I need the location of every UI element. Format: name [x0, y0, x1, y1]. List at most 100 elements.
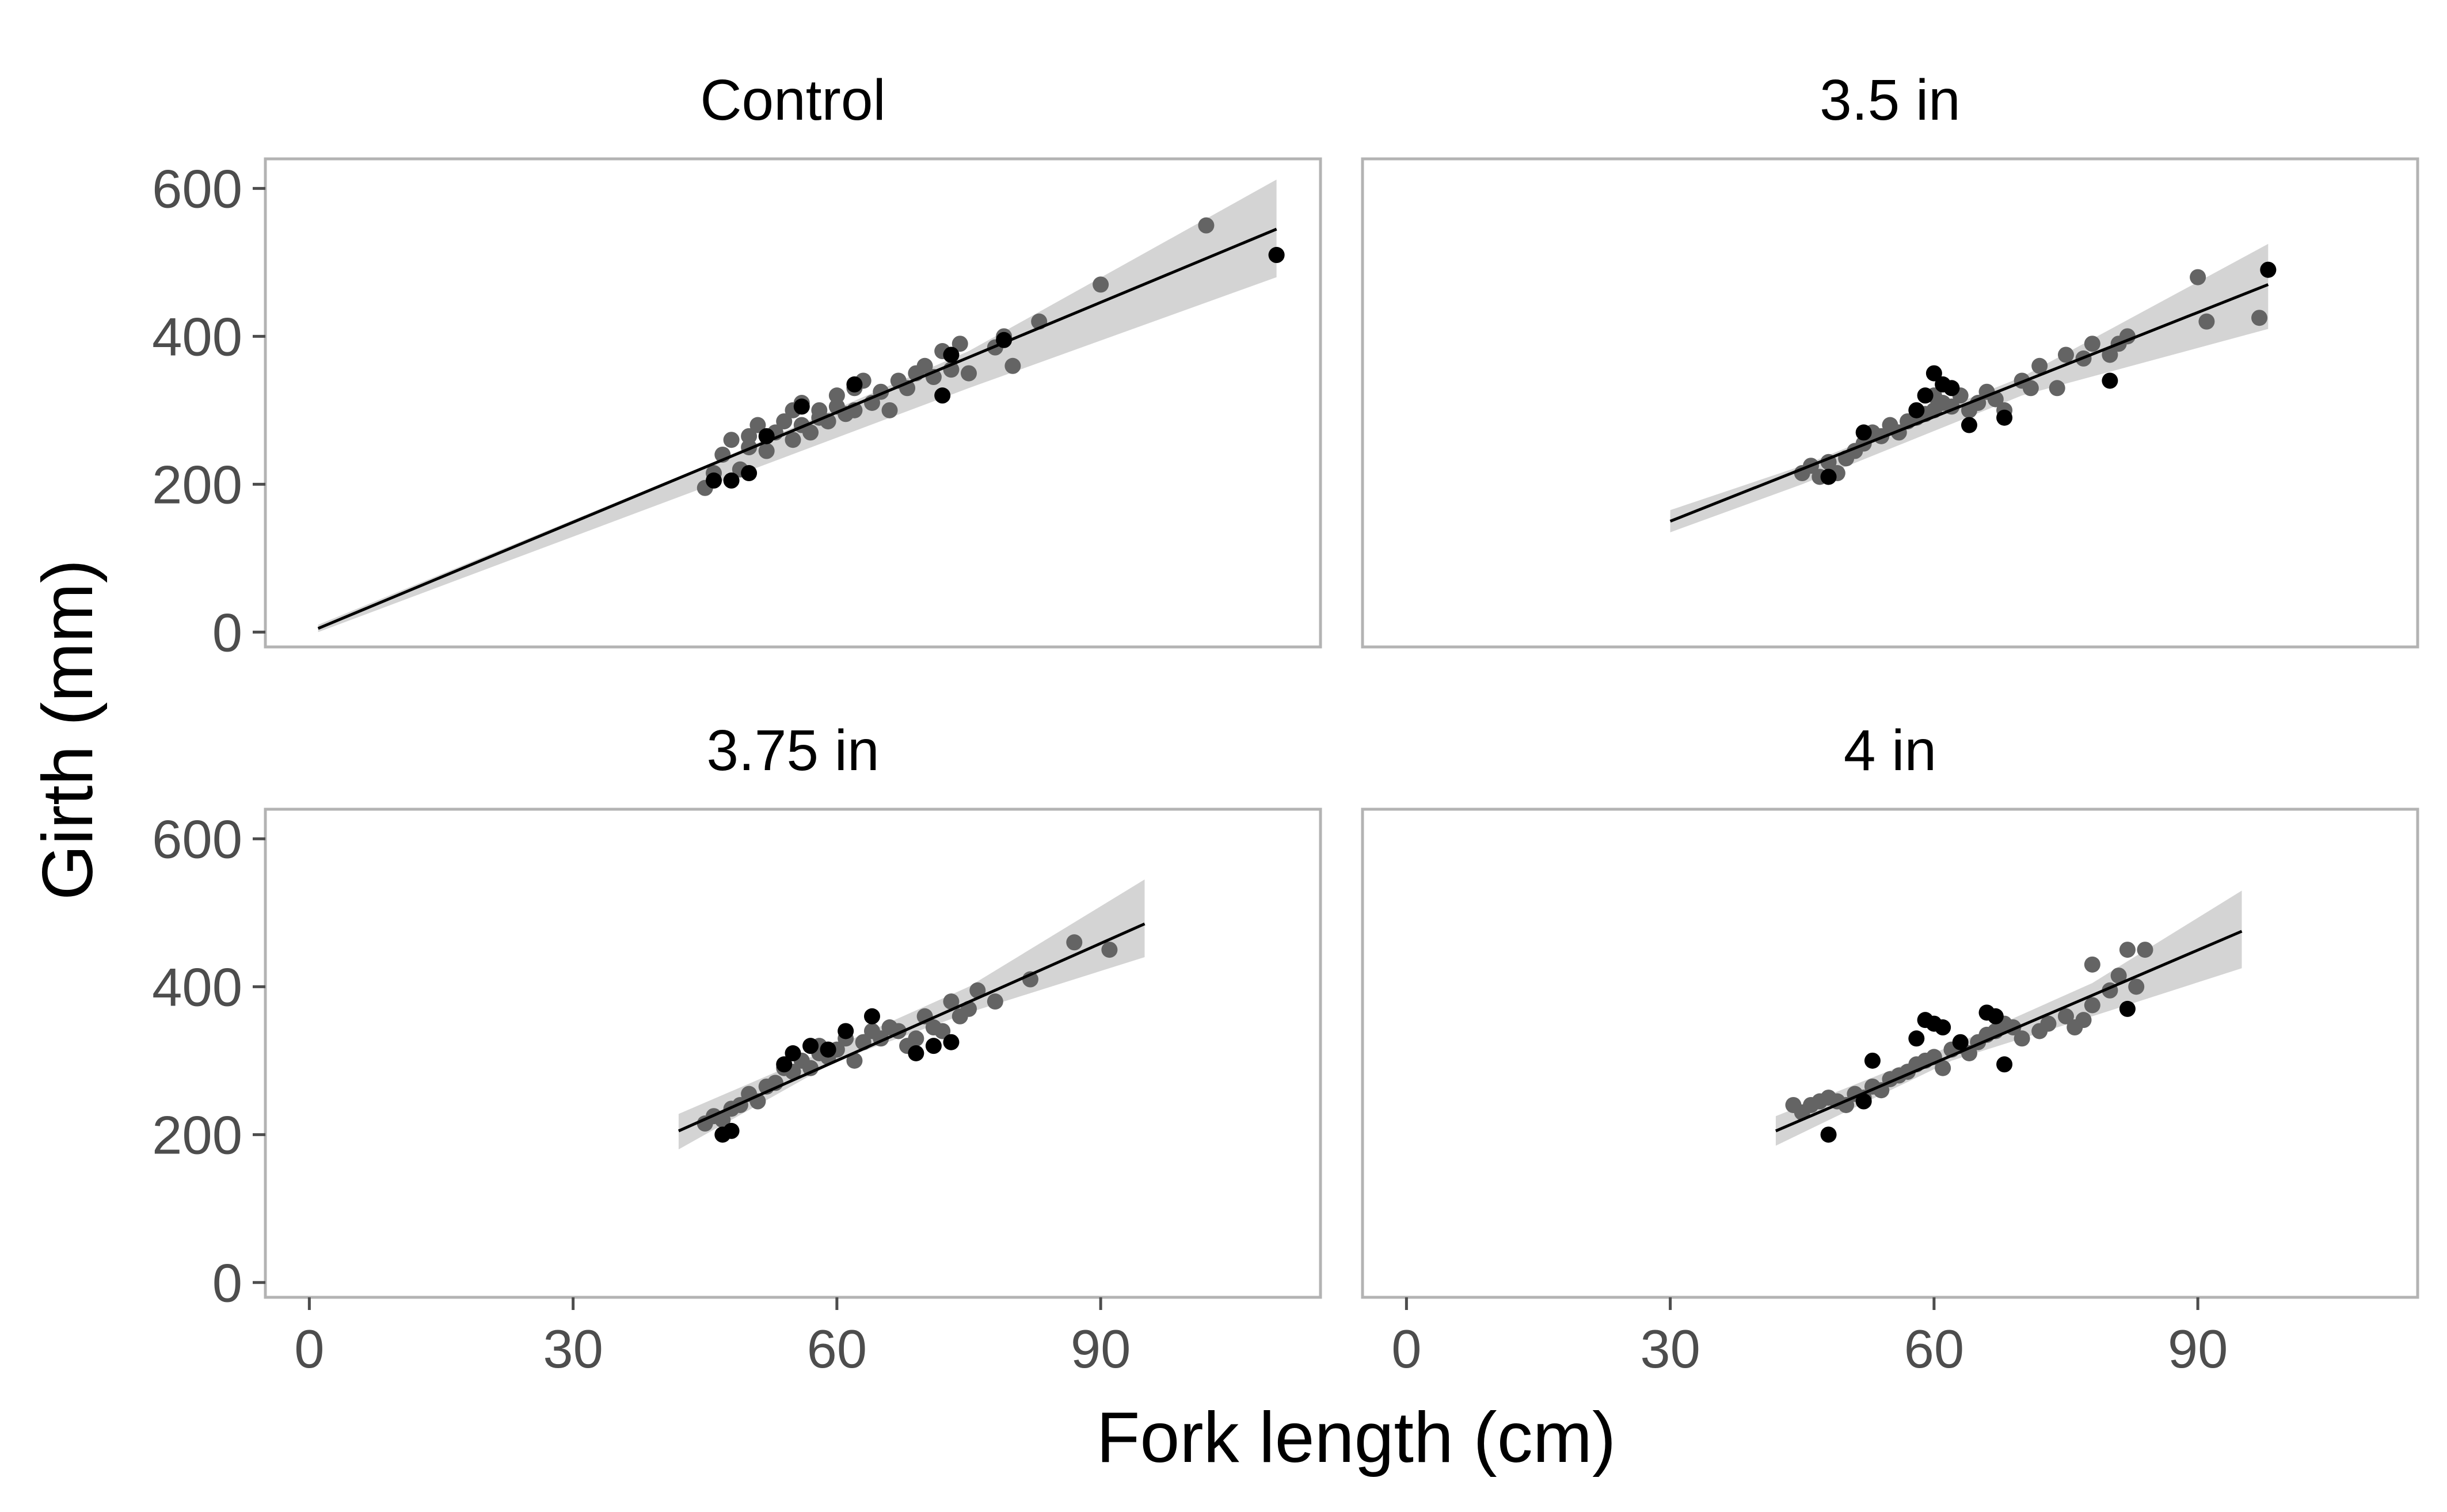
data-point	[2119, 942, 2136, 958]
data-point-dark	[1908, 402, 1925, 418]
confidence-band	[1670, 243, 2269, 532]
data-point-dark	[1943, 380, 1960, 397]
data-point-dark	[776, 1056, 793, 1073]
data-point-dark	[1820, 469, 1837, 485]
data-point	[2084, 956, 2100, 973]
data-point-dark	[2260, 261, 2277, 278]
data-point	[881, 402, 898, 418]
data-point-dark	[802, 1038, 819, 1054]
data-point	[2014, 1030, 2030, 1047]
data-point-dark	[1935, 1019, 1951, 1036]
regression-line	[1669, 283, 2269, 523]
data-point	[2049, 380, 2065, 397]
data-point	[2040, 1015, 2057, 1032]
x-tick-label: 60	[1904, 1319, 1965, 1379]
data-point	[2075, 1012, 2092, 1029]
data-point	[1066, 934, 1083, 951]
data-point-dark	[1855, 1093, 1872, 1110]
data-point-dark	[934, 387, 951, 404]
confidence-band	[318, 179, 1277, 633]
x-tick-label: 30	[543, 1319, 603, 1379]
y-tick-label: 400	[152, 306, 242, 367]
y-axis-title: Girth (mm)	[28, 559, 108, 900]
data-point	[776, 413, 793, 430]
data-point	[828, 387, 845, 404]
data-point-dark	[793, 398, 810, 415]
data-point-dark	[908, 1045, 924, 1061]
data-point	[1004, 357, 1021, 374]
data-point-dark	[2119, 1000, 2136, 1017]
data-point	[2128, 978, 2145, 995]
data-point-dark	[2102, 372, 2118, 389]
data-point-dark	[943, 346, 960, 363]
data-point-dark	[1917, 387, 1934, 404]
data-point	[1935, 1060, 1951, 1076]
confidence-band	[678, 879, 1145, 1150]
panel-frame	[1361, 157, 2419, 649]
data-point-dark	[1987, 1008, 2004, 1024]
data-point-dark	[1961, 417, 1977, 433]
panel-title: 3.75 in	[706, 718, 879, 783]
data-point-dark	[723, 472, 740, 489]
x-axis-title: Fork length (cm)	[1097, 1398, 1616, 1477]
data-point-dark	[925, 1038, 942, 1054]
panel-frame	[1361, 808, 2419, 1299]
data-point	[2102, 346, 2118, 363]
data-point	[2137, 942, 2153, 958]
data-point-dark	[1996, 1056, 2013, 1073]
data-point	[2084, 336, 2100, 352]
y-tick-label: 600	[152, 809, 242, 869]
data-point-dark	[1996, 409, 2013, 426]
data-point-dark	[1855, 424, 1872, 441]
data-point	[952, 336, 968, 352]
data-point-dark	[1952, 1034, 1969, 1050]
data-point-dark	[1268, 247, 1285, 264]
y-tick-label: 400	[152, 957, 242, 1017]
x-tick-label: 90	[2168, 1319, 2228, 1379]
panel-title: Control	[700, 68, 885, 132]
data-point-dark	[785, 1045, 801, 1061]
x-tick-label: 30	[1640, 1319, 1700, 1379]
data-point	[943, 993, 960, 1010]
x-tick-label: 60	[807, 1319, 867, 1379]
data-point	[749, 417, 766, 433]
y-tick-label: 0	[212, 602, 242, 662]
data-point-dark	[741, 465, 758, 482]
data-point	[934, 1023, 951, 1039]
data-point-dark	[846, 376, 863, 393]
x-tick-label: 0	[294, 1319, 324, 1379]
panel-title: 3.5 in	[1820, 68, 1961, 132]
data-point	[741, 428, 758, 444]
data-point	[987, 993, 1003, 1010]
data-point	[2190, 269, 2206, 285]
data-point-dark	[838, 1023, 854, 1039]
panel-0: Control 0 200 400 600	[152, 68, 1322, 662]
y-tick-label: 200	[152, 1105, 242, 1165]
data-point	[1198, 217, 1215, 234]
y-tick-label: 600	[152, 158, 242, 219]
data-point	[2022, 380, 2039, 397]
x-tick-label: 0	[1391, 1319, 1421, 1379]
panel-1: 3.5 in	[1361, 68, 2419, 649]
data-point	[2084, 997, 2100, 1014]
data-point-dark	[706, 472, 722, 489]
data-point	[802, 424, 819, 441]
data-point	[2198, 313, 2215, 330]
data-point	[908, 1030, 924, 1047]
data-point	[2058, 1008, 2074, 1024]
data-point	[723, 432, 740, 448]
data-point	[714, 1111, 731, 1128]
data-point	[846, 1052, 863, 1069]
data-point	[1093, 276, 1109, 293]
data-point	[785, 432, 801, 448]
data-point	[961, 365, 977, 382]
panel-2: 3.75 in 0 200 400 600 0 30 60 90	[152, 718, 1322, 1379]
data-point	[916, 357, 933, 374]
data-point-dark	[820, 1041, 836, 1058]
y-tick-label: 0	[212, 1252, 242, 1313]
data-point	[969, 982, 986, 999]
regression-line	[1775, 930, 2243, 1133]
data-point-dark	[723, 1122, 740, 1139]
data-point-dark	[863, 1008, 880, 1024]
